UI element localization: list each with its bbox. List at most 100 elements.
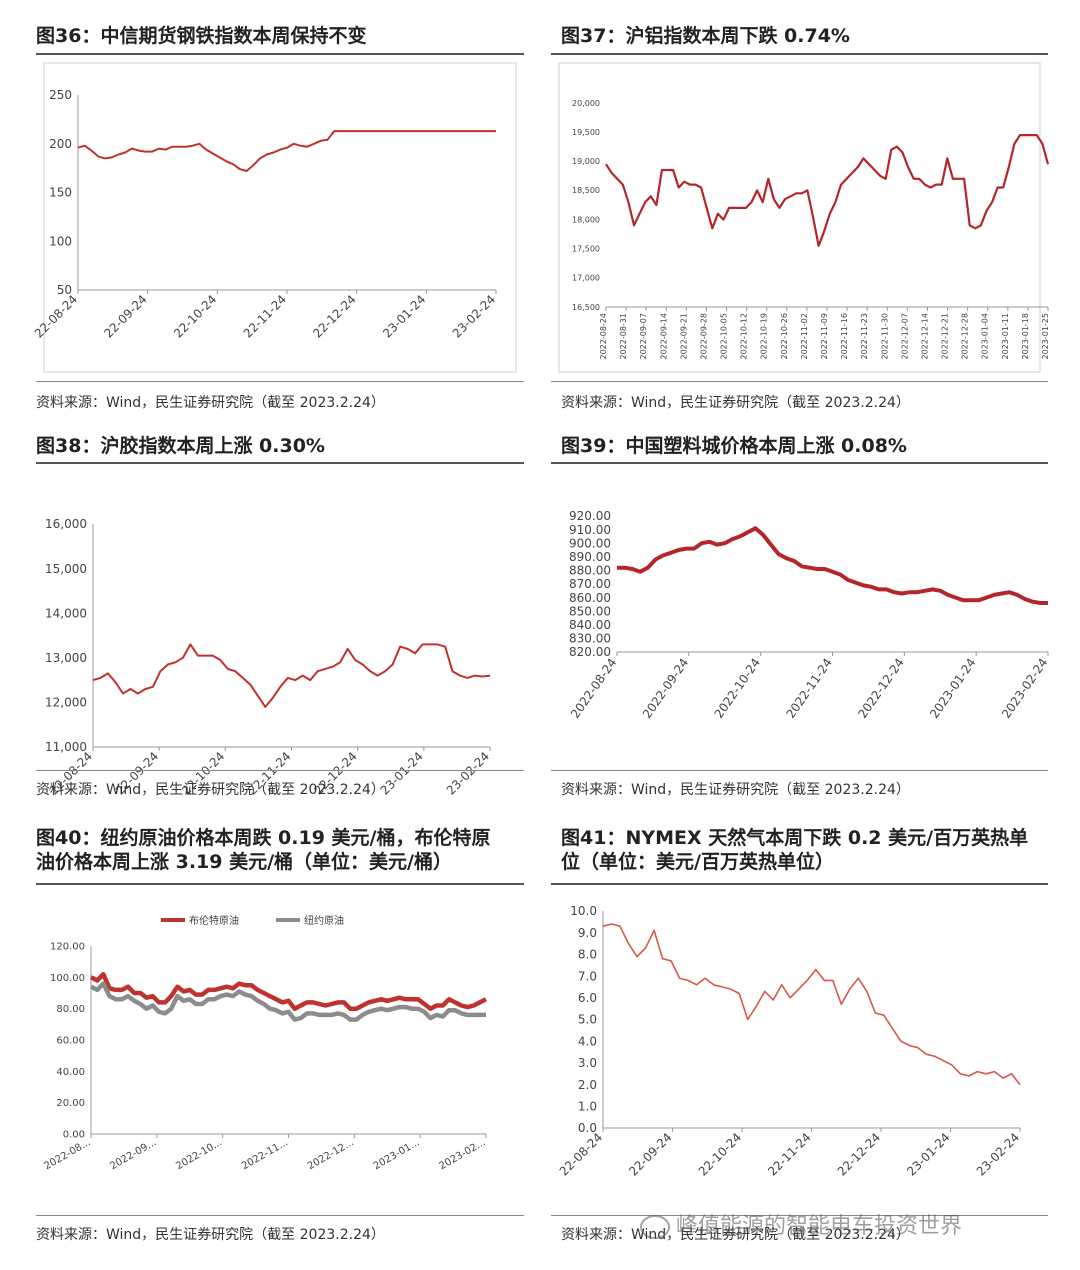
x-tick-label: 2022-08... [43, 1137, 93, 1172]
x-tick-label: 2022-10-19 [760, 313, 769, 360]
x-tick-label: 22-12-24 [835, 1130, 883, 1178]
x-tick-label: 2022-08-31 [619, 313, 628, 360]
x-tick-label: 22-11-24 [765, 1130, 813, 1178]
y-tick-label: 18,000 [572, 215, 600, 224]
y-tick-label: 19,500 [572, 128, 600, 137]
y-tick-label: 860.00 [569, 591, 611, 605]
x-tick-label: 2022-08-24 [599, 313, 608, 360]
y-tick-label: 120.00 [50, 942, 85, 953]
chart-title-line1: 图41：NYMEX 天然气本周下跌 0.2 美元/百万英热单 [561, 827, 1029, 849]
series-line [617, 526, 1048, 605]
wechat-icon [640, 1215, 670, 1239]
x-tick-label: 2023-02-24 [999, 656, 1050, 721]
x-tick-label: 2022-09... [108, 1137, 158, 1172]
x-tick-label: 2022-12-07 [900, 313, 909, 360]
series-line [602, 923, 1021, 1086]
x-tick-label: 23-02-24 [974, 1130, 1022, 1178]
y-tick-label: 20,000 [572, 99, 600, 108]
y-tick-label: 60.00 [56, 1036, 85, 1047]
x-tick-label: 22-09-24 [101, 292, 149, 340]
series-line [89, 981, 486, 1022]
x-tick-label: 2022-11-30 [880, 313, 889, 360]
chart-title: 图37：沪铝指数本周下跌 0.74% [561, 25, 850, 47]
y-tick-label: 11,000 [45, 740, 87, 754]
x-tick-label: 23-01-24 [380, 292, 428, 340]
chart-title: 图39：中国塑料城价格本周上涨 0.08% [561, 435, 907, 457]
x-tick-label: 2022-12-14 [920, 313, 929, 360]
watermark: 峰值能源的智能电车投资世界 [640, 1208, 962, 1240]
y-tick-label: 16,500 [572, 303, 600, 312]
y-tick-label: 10.0 [570, 904, 597, 918]
y-tick-label: 850.00 [569, 604, 611, 618]
y-tick-label: 910.00 [569, 523, 611, 537]
y-tick-label: 12,000 [45, 696, 87, 710]
chart-fig41: 10.0 9.0 8.0 7.0 6.0 5.0 4.0 3.0 2.0 1.0 0.022-08-… [557, 904, 1022, 1178]
x-tick-label: 2022-11-23 [860, 313, 869, 360]
x-tick-label: 22-10-24 [171, 292, 219, 340]
title-rule [36, 462, 524, 464]
x-tick-label: 2022-11-16 [840, 313, 849, 360]
panel-fig41: 图41：NYMEX 天然气本周下跌 0.2 美元/百万英热单 位（单位：美元/百… [551, 810, 1048, 1260]
x-tick-label: 2022-10-24 [712, 656, 763, 721]
source-note: 资料来源：Wind，民生证券研究院（截至 2023.2.24） [36, 1227, 385, 1243]
y-tick-label: 5.0 [578, 1013, 597, 1027]
x-tick-label: 2022-10-26 [780, 313, 789, 360]
chart-title-line2: 油价格本周上涨 3.19 美元/桶（单位：美元/桶） [36, 851, 452, 873]
series-line [605, 133, 1050, 247]
x-tick-label: 2023-01-04 [981, 313, 990, 360]
title-rule [36, 53, 524, 55]
watermark-text: 峰值能源的智能电车投资世界 [676, 1214, 963, 1239]
y-tick-label: 900.00 [569, 536, 611, 550]
chart-frame [558, 62, 1041, 373]
x-tick-label: 2022-12... [306, 1137, 356, 1172]
x-tick-label: 2023-01-25 [1041, 313, 1050, 360]
y-tick-label: 14,000 [45, 606, 87, 620]
x-tick-label: 2022-10-05 [720, 313, 729, 360]
y-tick-label: 50 [57, 283, 72, 297]
x-tick-label: 2022-08-24 [568, 656, 619, 721]
x-tick-label: 22-11-24 [241, 292, 289, 340]
x-tick-label: 2023-01-18 [1021, 313, 1030, 360]
y-tick-label: 40.00 [56, 1067, 85, 1078]
y-tick-label: 19,000 [572, 157, 600, 166]
y-tick-label: 7.0 [578, 969, 597, 983]
y-tick-label: 100 [49, 234, 72, 248]
y-tick-label: 150 [49, 186, 72, 200]
source-rule [551, 770, 1048, 771]
x-tick-label: 2022-10... [174, 1137, 224, 1172]
chart-fig40: 120.00100.0080.0060.0040.0020.000.002022… [43, 914, 488, 1172]
y-tick-label: 20.00 [56, 1098, 85, 1109]
y-tick-label: 6.0 [578, 991, 597, 1005]
x-tick-label: 2022-10-12 [740, 313, 749, 360]
x-tick-label: 2022-11-09 [820, 313, 829, 360]
x-tick-label: 22-10-24 [696, 1130, 744, 1178]
chart-title: 图36：中信期货钢铁指数本周保持不变 [36, 25, 367, 47]
y-tick-label: 8.0 [578, 948, 597, 962]
x-tick-label: 2022-09-21 [679, 313, 688, 360]
y-tick-label: 16,000 [45, 517, 87, 531]
source-rule [36, 1215, 524, 1216]
chart-title-line1: 图40：纽约原油价格本周跌 0.19 美元/桶，布伦特原 [36, 827, 491, 849]
source-rule [551, 1215, 1048, 1216]
panel-fig40: 图40：纽约原油价格本周跌 0.19 美元/桶，布伦特原 油价格本周上涨 3.1… [36, 810, 524, 1260]
series-line [89, 971, 488, 1011]
y-tick-label: 17,500 [572, 245, 600, 254]
y-tick-label: 13,000 [45, 651, 87, 665]
source-note: 资料来源：Wind，民生证券研究院（截至 2023.2.24） [36, 395, 385, 411]
y-tick-label: 3.0 [578, 1056, 597, 1070]
y-tick-label: 1.0 [578, 1100, 597, 1114]
x-tick-label: 2022-12-21 [941, 313, 950, 360]
x-tick-label: 2022-09-24 [640, 656, 691, 721]
x-tick-label: 23-02-24 [450, 292, 498, 340]
source-note: 资料来源：Wind，民生证券研究院（截至 2023.2.24） [561, 395, 910, 411]
source-note: 资料来源：Wind，民生证券研究院（截至 2023.2.24） [561, 782, 910, 798]
source-note: 资料来源：Wind，民生证券研究院（截至 2023.2.24） [36, 782, 385, 798]
y-tick-label: 0.0 [578, 1121, 597, 1135]
x-tick-label: 2022-12-24 [855, 656, 906, 721]
x-tick-label: 2023-02... [438, 1137, 488, 1172]
y-tick-label: 4.0 [578, 1034, 597, 1048]
x-tick-label: 2022-11-24 [783, 656, 834, 721]
chart-title: 图38：沪胶指数本周上涨 0.30% [36, 435, 325, 457]
x-tick-label: 23-02-24 [444, 749, 492, 797]
